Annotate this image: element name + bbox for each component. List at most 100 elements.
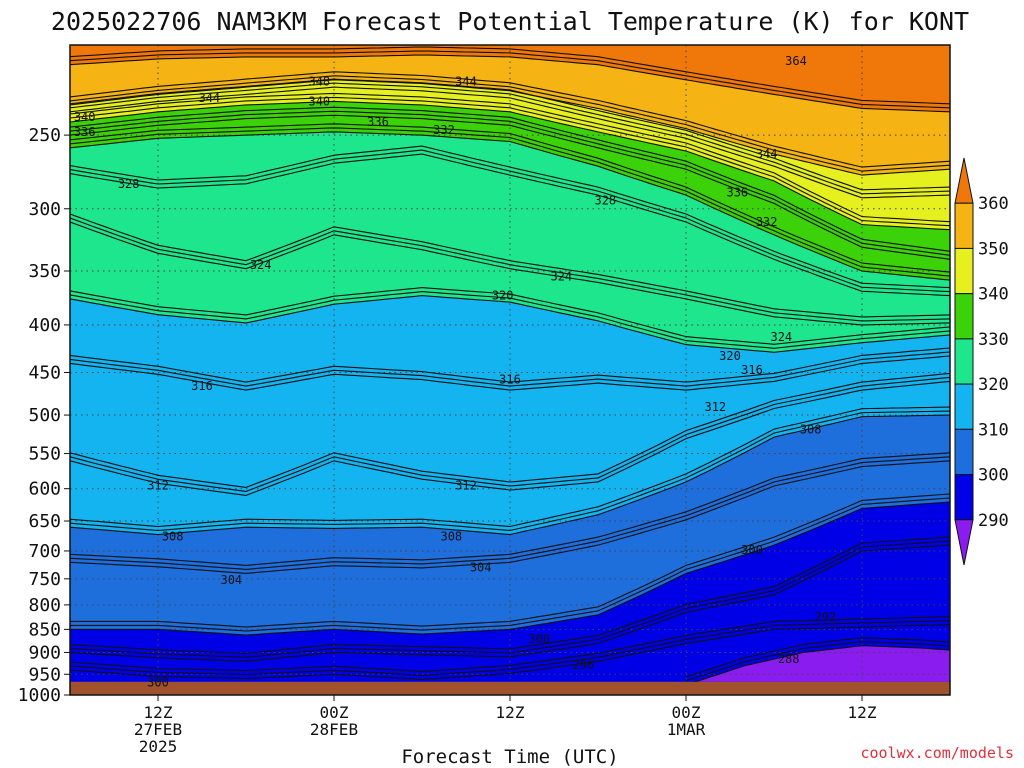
contour-label: 336 — [726, 185, 748, 199]
isentrope-300 — [70, 501, 950, 636]
isentrope-304 — [70, 460, 950, 574]
isentrope-minor — [70, 50, 950, 109]
isentrope-minor — [70, 145, 950, 289]
contour-label: 300 — [147, 676, 169, 690]
y-tick-label: 750 — [28, 569, 61, 590]
x-tick-label: 12Z — [144, 703, 173, 722]
isentrope-336 — [70, 114, 950, 260]
y-tick-label: 600 — [28, 479, 61, 500]
isentrope-minor — [70, 351, 950, 387]
y-tick-label: 950 — [28, 664, 61, 685]
x-tick-label: 27FEB — [134, 720, 182, 739]
isentrope-288 — [693, 645, 950, 682]
colorbar-box — [954, 428, 974, 476]
isentrope-minor — [70, 291, 950, 349]
x-tick-label: 12Z — [496, 703, 525, 722]
contour-label: 288 — [778, 652, 800, 666]
contour-label: 348 — [308, 75, 330, 89]
isentrope-312 — [70, 380, 950, 496]
isentrope-minor — [70, 456, 950, 570]
isentrope-contours — [70, 46, 950, 682]
isentrope-minor — [70, 71, 950, 168]
isentrope-308 — [70, 414, 950, 536]
colorbar-cap-top — [954, 157, 974, 204]
contour-label: 296 — [572, 658, 594, 672]
x-tick-label: 1MAR — [667, 720, 706, 739]
isentrope-minor — [70, 410, 950, 532]
y-tick-label: 350 — [28, 261, 61, 282]
isentrope-minor — [70, 127, 950, 277]
y-tick-label: 700 — [28, 541, 61, 562]
pressure-axis: 2503003504004505005506006507007508008509… — [18, 125, 70, 706]
isentrope-minor — [70, 493, 950, 628]
colorbar-label: 290 — [978, 511, 1009, 531]
isentrope-minor — [685, 637, 950, 678]
colorbar-cap-bottom — [954, 519, 974, 566]
y-tick-label: 300 — [28, 199, 61, 220]
isentrope-minor — [70, 82, 950, 195]
y-tick-label: 1000 — [18, 685, 61, 706]
colorbar-box — [954, 293, 974, 340]
y-tick-label: 850 — [28, 619, 61, 640]
contour-label: 344 — [198, 91, 220, 105]
contour-label: 308 — [800, 422, 822, 436]
colorbar-box — [954, 474, 974, 521]
y-tick-label: 500 — [28, 405, 61, 426]
potential-temperature-fill — [70, 45, 950, 682]
isentrope-316 — [70, 355, 950, 391]
y-tick-label: 250 — [28, 125, 61, 146]
isentrope-348 — [70, 79, 950, 176]
contour-label: 320 — [719, 349, 741, 363]
colorbar-box — [954, 247, 974, 295]
surface-strip — [70, 681, 950, 695]
isentrope-364 — [70, 54, 950, 113]
contour-label: 328 — [594, 194, 616, 208]
contour-label: 332 — [756, 215, 778, 229]
contour-label: 304 — [220, 573, 242, 587]
isentrope-340 — [70, 100, 950, 231]
isentrope-minor — [70, 96, 950, 227]
contour-label: 312 — [147, 478, 169, 492]
contour-label: 324 — [550, 270, 572, 284]
credit-link[interactable]: coolwx.com/models — [860, 744, 1014, 762]
y-tick-label: 400 — [28, 315, 61, 336]
isentrope-292 — [70, 624, 950, 680]
contour-label: 340 — [74, 110, 96, 124]
contour-label: 304 — [470, 560, 492, 574]
isentrope-328 — [70, 153, 950, 297]
isentrope-minor — [70, 497, 950, 632]
contour-label: 344 — [756, 147, 778, 161]
colorbar-label: 340 — [978, 285, 1009, 305]
colorbar-box — [954, 338, 974, 385]
isentrope-minor — [70, 540, 950, 658]
isentrope-minor — [70, 92, 950, 223]
contour-label: 340 — [308, 94, 330, 108]
colorbar-label: 360 — [978, 194, 1009, 214]
x-axis-title: Forecast Time (UTC) — [401, 746, 618, 768]
isentrope-minor — [70, 536, 950, 654]
y-tick-label: 650 — [28, 511, 61, 532]
isentrope-minor — [70, 149, 950, 293]
isentrope-324 — [70, 221, 950, 326]
colorbar-box — [954, 202, 974, 249]
contour-label: 336 — [367, 115, 389, 129]
isentrope-minor — [70, 75, 950, 172]
contour-label: 324 — [250, 258, 272, 272]
colorbar-label: 300 — [978, 466, 1009, 486]
isentrope-minor — [70, 106, 950, 252]
isentrope-minor — [685, 641, 950, 682]
band-below-290 — [695, 645, 950, 682]
isentrope-minor — [70, 406, 950, 528]
isentrope-minor — [70, 123, 950, 273]
colorbar-label: 330 — [978, 330, 1009, 350]
contour-label: 364 — [785, 54, 807, 68]
isentrope-minor — [70, 110, 950, 256]
x-tick-label: 2025 — [139, 737, 178, 756]
y-tick-label: 550 — [28, 444, 61, 465]
contour-label: 308 — [440, 529, 462, 543]
contour-label: 308 — [162, 529, 184, 543]
isentrope-minor — [70, 452, 950, 566]
isentrope-minor — [70, 217, 950, 322]
